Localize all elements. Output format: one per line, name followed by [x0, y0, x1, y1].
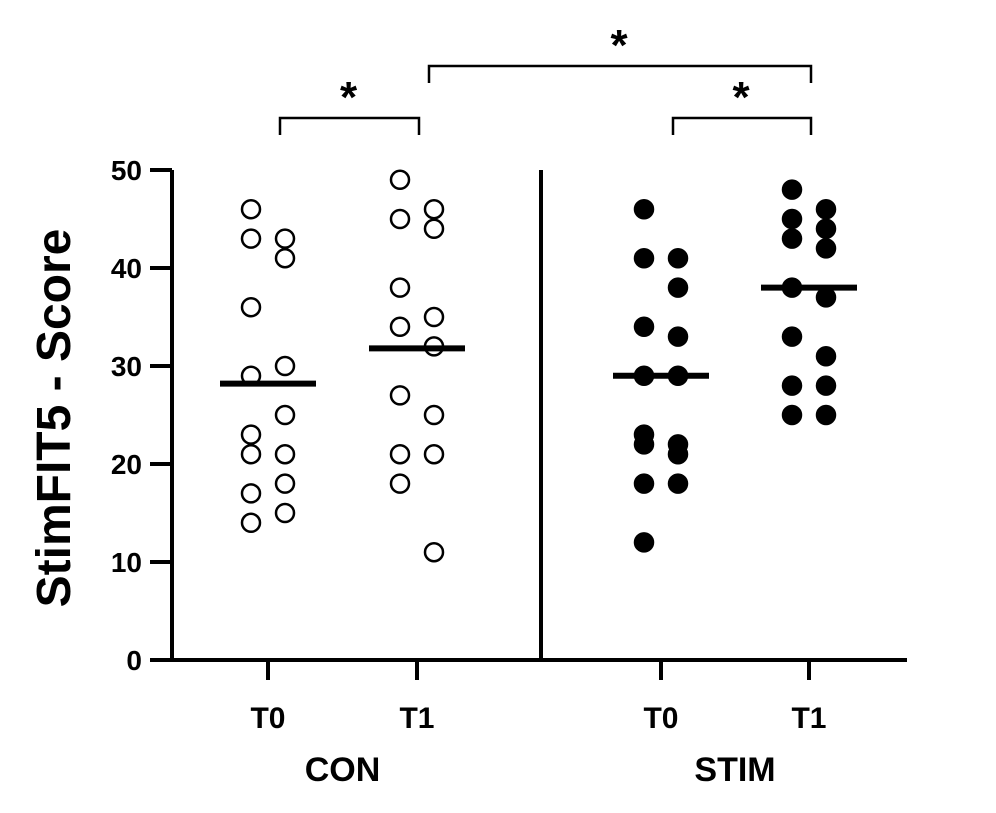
data-point	[667, 473, 689, 494]
data-point	[240, 512, 262, 534]
group-label: STIM	[694, 751, 775, 789]
data-point	[389, 277, 411, 298]
data-point	[240, 424, 262, 445]
data-point	[633, 247, 655, 269]
data-point	[633, 532, 655, 553]
data-marks	[220, 169, 857, 563]
data-point	[240, 296, 262, 318]
data-point	[240, 483, 262, 504]
data-point	[781, 228, 803, 249]
data-point	[389, 316, 411, 338]
y-tick-label: 0	[126, 645, 142, 676]
y-tick-label: 30	[111, 351, 142, 382]
data-point	[389, 169, 411, 191]
y-tick-label: 50	[111, 155, 142, 186]
significance-bracket	[427, 64, 813, 83]
significance-star: *	[610, 21, 628, 70]
data-point	[389, 443, 411, 465]
data-point	[389, 473, 411, 494]
significance-bracket	[671, 116, 813, 135]
data-point	[633, 434, 655, 455]
data-point	[274, 355, 296, 377]
data-point	[423, 198, 445, 220]
data-point	[667, 326, 689, 347]
data-point	[423, 218, 445, 240]
data-point	[633, 316, 655, 338]
data-point	[815, 375, 837, 396]
data-point	[667, 443, 689, 465]
data-point	[815, 345, 837, 367]
data-point	[240, 228, 262, 249]
data-point	[423, 443, 445, 465]
x-tick-label: T1	[399, 702, 434, 735]
significance-star: *	[340, 73, 358, 122]
significance-star: *	[732, 73, 750, 122]
data-point	[633, 198, 655, 220]
y-tick-label: 10	[111, 547, 142, 578]
data-point	[240, 443, 262, 465]
data-point	[815, 404, 837, 426]
data-point	[274, 228, 296, 249]
significance-brackets: * * *	[278, 21, 813, 135]
data-point	[815, 287, 837, 308]
data-point	[815, 218, 837, 240]
data-point	[815, 198, 837, 220]
data-point	[815, 238, 837, 259]
data-point	[240, 198, 262, 220]
axes: 0 10 20 30 40 50 T0 T1 CON T0 T1 STIM	[111, 155, 907, 789]
data-point	[274, 247, 296, 269]
data-point	[389, 385, 411, 406]
data-point	[781, 208, 803, 230]
data-point	[633, 473, 655, 494]
data-point	[274, 502, 296, 524]
data-point	[667, 247, 689, 269]
data-point	[274, 473, 296, 494]
data-point	[781, 326, 803, 347]
data-point	[423, 404, 445, 426]
data-point	[274, 443, 296, 465]
data-point	[781, 179, 803, 200]
y-axis-label: StimFIT5 - Score	[28, 229, 81, 608]
data-point	[423, 541, 445, 563]
x-tick-label: T0	[643, 702, 678, 735]
data-point	[389, 208, 411, 230]
group-label: CON	[305, 751, 381, 789]
data-point	[423, 306, 445, 328]
x-tick-label: T1	[791, 702, 826, 735]
data-point	[781, 404, 803, 426]
y-tick-label: 40	[111, 253, 142, 284]
y-tick-label: 20	[111, 449, 142, 480]
x-tick-label: T0	[250, 702, 285, 735]
data-point	[667, 277, 689, 298]
data-point	[781, 375, 803, 396]
significance-bracket	[278, 116, 421, 135]
data-point	[274, 404, 296, 426]
